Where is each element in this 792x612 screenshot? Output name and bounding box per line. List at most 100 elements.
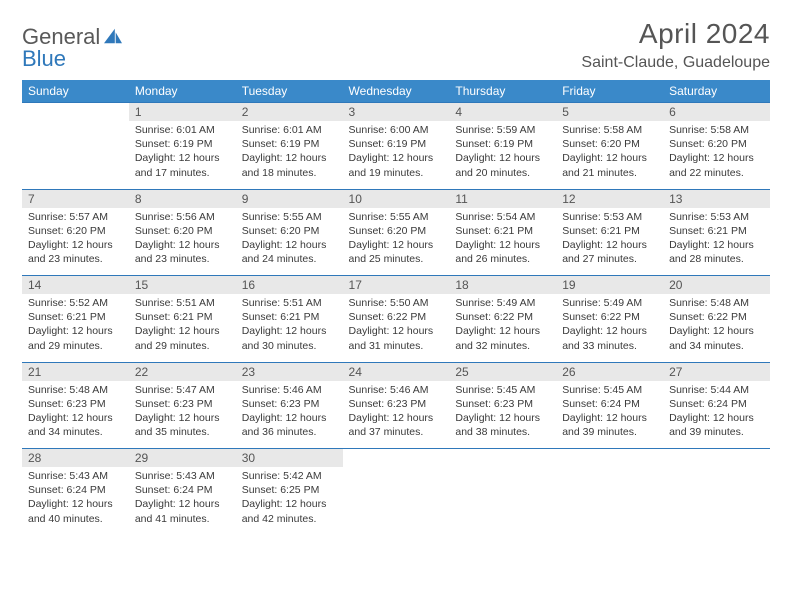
day-number: 15 [135, 278, 148, 292]
day-number: 2 [242, 105, 249, 119]
day-daylight2: and 34 minutes. [669, 339, 764, 353]
day-number-cell: 30 [236, 449, 343, 468]
day-daylight2: and 39 minutes. [562, 425, 657, 439]
day-daylight2: and 23 minutes. [135, 252, 230, 266]
day-number-cell: 26 [556, 362, 663, 381]
day-daylight2: and 18 minutes. [242, 166, 337, 180]
day-number-cell: 29 [129, 449, 236, 468]
day-cell: Sunrise: 5:50 AMSunset: 6:22 PMDaylight:… [343, 294, 450, 362]
day-number-cell: 5 [556, 103, 663, 122]
day-number: 9 [242, 192, 249, 206]
brand-word2-wrap: Blue [22, 46, 66, 72]
weekday-heading: Wednesday [343, 80, 450, 103]
day-daylight2: and 19 minutes. [349, 166, 444, 180]
day-number: 25 [455, 365, 468, 379]
day-number: 13 [669, 192, 682, 206]
weekday-heading: Friday [556, 80, 663, 103]
day-sunset: Sunset: 6:25 PM [242, 483, 337, 497]
day-sunrise: Sunrise: 6:01 AM [135, 123, 230, 137]
day-sunset: Sunset: 6:23 PM [242, 397, 337, 411]
day-daylight1: Daylight: 12 hours [455, 151, 550, 165]
day-cell: Sunrise: 5:47 AMSunset: 6:23 PMDaylight:… [129, 381, 236, 449]
day-cell: Sunrise: 5:52 AMSunset: 6:21 PMDaylight:… [22, 294, 129, 362]
day-number: 18 [455, 278, 468, 292]
day-cell: Sunrise: 6:01 AMSunset: 6:19 PMDaylight:… [236, 121, 343, 189]
day-cell: Sunrise: 5:53 AMSunset: 6:21 PMDaylight:… [556, 208, 663, 276]
day-number: 8 [135, 192, 142, 206]
day-number-cell: 19 [556, 276, 663, 295]
day-data-row: Sunrise: 5:43 AMSunset: 6:24 PMDaylight:… [22, 467, 770, 535]
day-daylight1: Daylight: 12 hours [455, 238, 550, 252]
brand-word2: Blue [22, 46, 66, 71]
calendar-page: General April 2024 Saint-Claude, Guadelo… [0, 0, 792, 545]
day-daylight2: and 21 minutes. [562, 166, 657, 180]
day-data-row: Sunrise: 5:52 AMSunset: 6:21 PMDaylight:… [22, 294, 770, 362]
day-daylight1: Daylight: 12 hours [455, 324, 550, 338]
day-number: 4 [455, 105, 462, 119]
day-sunrise: Sunrise: 5:48 AM [28, 383, 123, 397]
day-sunrise: Sunrise: 5:53 AM [562, 210, 657, 224]
day-daylight1: Daylight: 12 hours [242, 497, 337, 511]
day-sunrise: Sunrise: 5:43 AM [28, 469, 123, 483]
day-daylight1: Daylight: 12 hours [562, 411, 657, 425]
day-sunrise: Sunrise: 5:57 AM [28, 210, 123, 224]
day-cell [22, 121, 129, 189]
day-daylight2: and 40 minutes. [28, 512, 123, 526]
day-daylight2: and 34 minutes. [28, 425, 123, 439]
day-number: 7 [28, 192, 35, 206]
day-number: 23 [242, 365, 255, 379]
day-cell: Sunrise: 5:43 AMSunset: 6:24 PMDaylight:… [129, 467, 236, 535]
daynum-row: 14151617181920 [22, 276, 770, 295]
day-cell: Sunrise: 5:58 AMSunset: 6:20 PMDaylight:… [556, 121, 663, 189]
day-sunrise: Sunrise: 5:55 AM [349, 210, 444, 224]
day-sunrise: Sunrise: 5:50 AM [349, 296, 444, 310]
page-title: April 2024 [581, 18, 770, 50]
day-daylight1: Daylight: 12 hours [135, 238, 230, 252]
day-sunset: Sunset: 6:20 PM [349, 224, 444, 238]
day-cell: Sunrise: 5:56 AMSunset: 6:20 PMDaylight:… [129, 208, 236, 276]
day-daylight1: Daylight: 12 hours [242, 324, 337, 338]
day-daylight2: and 26 minutes. [455, 252, 550, 266]
day-number: 17 [349, 278, 362, 292]
day-daylight2: and 42 minutes. [242, 512, 337, 526]
day-number: 19 [562, 278, 575, 292]
day-number-cell: 2 [236, 103, 343, 122]
day-sunset: Sunset: 6:22 PM [669, 310, 764, 324]
day-daylight2: and 38 minutes. [455, 425, 550, 439]
day-sunrise: Sunrise: 5:53 AM [669, 210, 764, 224]
day-sunset: Sunset: 6:22 PM [349, 310, 444, 324]
day-sunset: Sunset: 6:20 PM [242, 224, 337, 238]
day-sunrise: Sunrise: 5:43 AM [135, 469, 230, 483]
day-number-cell: 10 [343, 189, 450, 208]
day-sunset: Sunset: 6:23 PM [28, 397, 123, 411]
location: Saint-Claude, Guadeloupe [581, 54, 770, 72]
day-number: 27 [669, 365, 682, 379]
day-cell: Sunrise: 5:43 AMSunset: 6:24 PMDaylight:… [22, 467, 129, 535]
day-daylight1: Daylight: 12 hours [455, 411, 550, 425]
day-cell: Sunrise: 5:42 AMSunset: 6:25 PMDaylight:… [236, 467, 343, 535]
daynum-row: 123456 [22, 103, 770, 122]
day-number: 6 [669, 105, 676, 119]
day-sunset: Sunset: 6:20 PM [669, 137, 764, 151]
day-number-cell: 7 [22, 189, 129, 208]
day-number: 10 [349, 192, 362, 206]
day-number: 26 [562, 365, 575, 379]
day-daylight2: and 41 minutes. [135, 512, 230, 526]
day-sunset: Sunset: 6:19 PM [242, 137, 337, 151]
day-sunset: Sunset: 6:21 PM [28, 310, 123, 324]
day-number-cell: 16 [236, 276, 343, 295]
day-daylight1: Daylight: 12 hours [349, 151, 444, 165]
day-sunrise: Sunrise: 5:49 AM [455, 296, 550, 310]
day-number: 21 [28, 365, 41, 379]
day-cell: Sunrise: 5:53 AMSunset: 6:21 PMDaylight:… [663, 208, 770, 276]
day-daylight1: Daylight: 12 hours [28, 238, 123, 252]
day-number-cell: 9 [236, 189, 343, 208]
day-daylight1: Daylight: 12 hours [28, 411, 123, 425]
calendar-body: 123456Sunrise: 6:01 AMSunset: 6:19 PMDay… [22, 103, 770, 536]
day-daylight1: Daylight: 12 hours [135, 324, 230, 338]
day-cell [556, 467, 663, 535]
day-sunrise: Sunrise: 5:59 AM [455, 123, 550, 137]
day-sunrise: Sunrise: 5:47 AM [135, 383, 230, 397]
day-daylight2: and 39 minutes. [669, 425, 764, 439]
day-sunrise: Sunrise: 5:55 AM [242, 210, 337, 224]
